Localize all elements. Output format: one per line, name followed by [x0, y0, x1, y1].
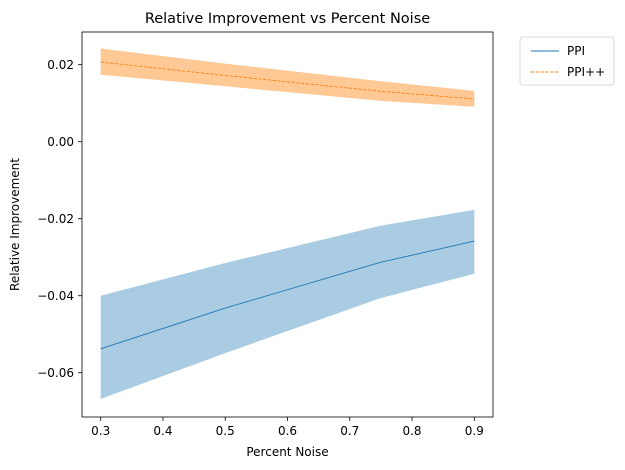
- x-tick-label: 0.6: [278, 424, 297, 438]
- y-axis-ticks: 0.02 0.00 −0.02 −0.04 −0.06: [37, 58, 82, 380]
- y-tick-label: −0.06: [37, 366, 74, 380]
- series-line-ppi: [100, 240, 475, 350]
- x-tick-label: 0.7: [340, 424, 359, 438]
- confidence-band-ppi-plus-plus: [100, 48, 475, 107]
- x-tick-label: 0.3: [91, 424, 110, 438]
- series-line-ppi-plus-plus: [100, 61, 475, 100]
- x-tick-label: 0.8: [402, 424, 421, 438]
- x-tick-label: 0.4: [153, 424, 172, 438]
- y-tick-label: 0.00: [47, 135, 74, 149]
- y-axis-label: Relative Improvement: [8, 158, 22, 291]
- y-tick-label: −0.04: [37, 289, 74, 303]
- confidence-band-ppi: [100, 209, 475, 399]
- y-tick-label: −0.02: [37, 212, 74, 226]
- x-axis-ticks: 0.3 0.4 0.5 0.6 0.7 0.8 0.9: [91, 417, 484, 438]
- x-tick-label: 0.5: [216, 424, 235, 438]
- y-tick-label: 0.02: [47, 58, 74, 72]
- confidence-bands: [100, 48, 475, 399]
- legend-label-ppi: PPI: [567, 44, 585, 58]
- chart-title: Relative Improvement vs Percent Noise: [145, 11, 430, 27]
- legend-frame: [519, 36, 615, 86]
- legend: PPI PPI++: [519, 36, 615, 86]
- legend-label-ppi-plus-plus: PPI++: [567, 65, 605, 79]
- series-lines: [100, 61, 475, 350]
- x-axis-label: Percent Noise: [246, 445, 328, 459]
- x-tick-label: 0.9: [465, 424, 484, 438]
